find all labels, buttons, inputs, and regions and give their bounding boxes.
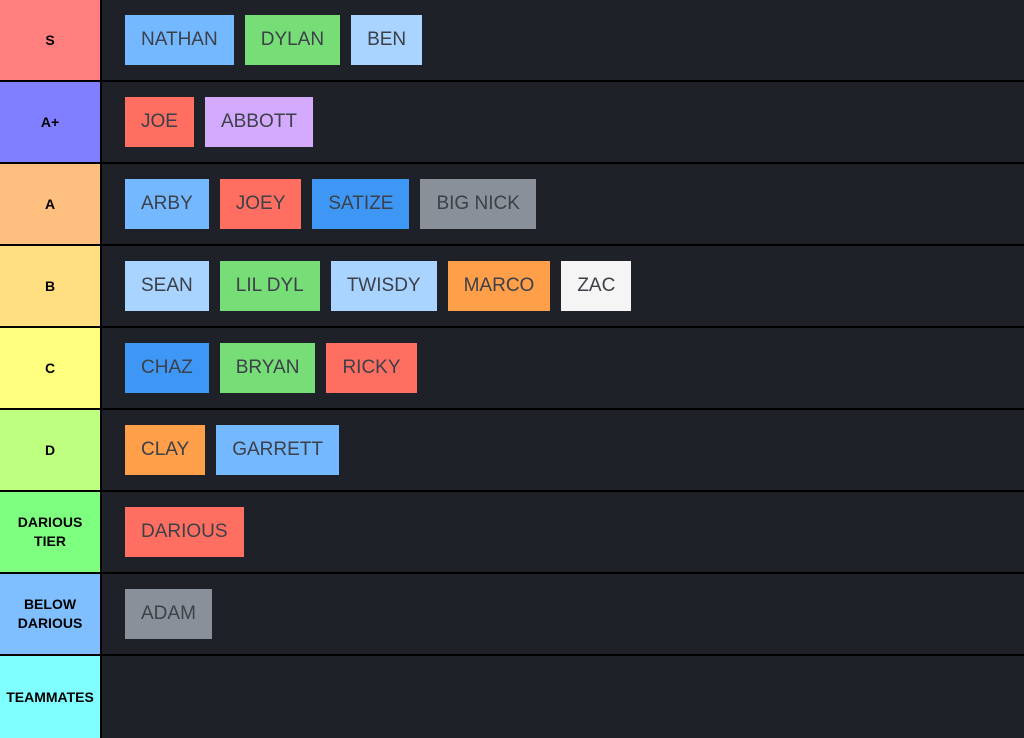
tier-item[interactable]: RICKY [326, 343, 417, 393]
tier-label[interactable]: A+ [0, 82, 100, 162]
tier-label[interactable]: C [0, 328, 100, 408]
tier-row: TEAMMATES [0, 656, 1024, 738]
tier-label[interactable]: D [0, 410, 100, 490]
tier-row: BELOW DARIOUS ADAM [0, 574, 1024, 654]
tier-item[interactable]: JOEY [219, 179, 302, 229]
tier-item[interactable]: NATHAN [125, 15, 234, 65]
tier-item[interactable]: ZAC [561, 261, 632, 311]
tier-items-dropzone[interactable]: JOE ABBOTT [102, 82, 1024, 162]
tier-item[interactable]: MARCO [447, 261, 551, 311]
tier-item[interactable]: LIL DYL [219, 261, 320, 311]
tier-row: A ARBY JOEY SATIZE BIG NICK [0, 164, 1024, 244]
tier-row: D CLAY GARRETT [0, 410, 1024, 490]
tier-label[interactable]: DARIOUS TIER [0, 492, 100, 572]
tier-items-dropzone[interactable]: SEAN LIL DYL TWISDY MARCO ZAC [102, 246, 1024, 326]
tier-label[interactable]: A [0, 164, 100, 244]
tier-row: B SEAN LIL DYL TWISDY MARCO ZAC [0, 246, 1024, 326]
tier-item[interactable]: BEN [351, 15, 423, 65]
tier-label[interactable]: BELOW DARIOUS [0, 574, 100, 654]
tier-row: S NATHAN DYLAN BEN [0, 0, 1024, 80]
tier-item[interactable]: GARRETT [216, 425, 340, 475]
tier-row: C CHAZ BRYAN RICKY [0, 328, 1024, 408]
tier-item[interactable]: BRYAN [219, 343, 316, 393]
tier-item[interactable]: BIG NICK [420, 179, 536, 229]
tier-item[interactable]: CLAY [125, 425, 206, 475]
tier-item[interactable]: TWISDY [330, 261, 437, 311]
tier-item[interactable]: CHAZ [125, 343, 209, 393]
tier-item[interactable]: ARBY [125, 179, 209, 229]
tier-items-dropzone[interactable]: NATHAN DYLAN BEN [102, 0, 1024, 80]
tier-item[interactable]: DARIOUS [125, 507, 244, 557]
tier-items-dropzone[interactable]: CHAZ BRYAN RICKY [102, 328, 1024, 408]
tier-label[interactable]: S [0, 0, 100, 80]
tier-item[interactable]: DYLAN [244, 15, 341, 65]
tier-items-dropzone[interactable]: DARIOUS [102, 492, 1024, 572]
tier-items-dropzone[interactable]: ADAM [102, 574, 1024, 654]
tier-item[interactable]: JOE [125, 97, 194, 147]
tier-item[interactable]: ADAM [125, 589, 212, 639]
tier-items-dropzone[interactable]: ARBY JOEY SATIZE BIG NICK [102, 164, 1024, 244]
tier-item[interactable]: SEAN [125, 261, 209, 311]
tier-item[interactable]: SATIZE [312, 179, 410, 229]
tier-label[interactable]: TEAMMATES [0, 656, 100, 738]
tier-items-dropzone[interactable] [102, 656, 1024, 738]
tier-row: A+ JOE ABBOTT [0, 82, 1024, 162]
tier-label[interactable]: B [0, 246, 100, 326]
tier-row: DARIOUS TIER DARIOUS [0, 492, 1024, 572]
tier-item[interactable]: ABBOTT [204, 97, 313, 147]
tier-items-dropzone[interactable]: CLAY GARRETT [102, 410, 1024, 490]
